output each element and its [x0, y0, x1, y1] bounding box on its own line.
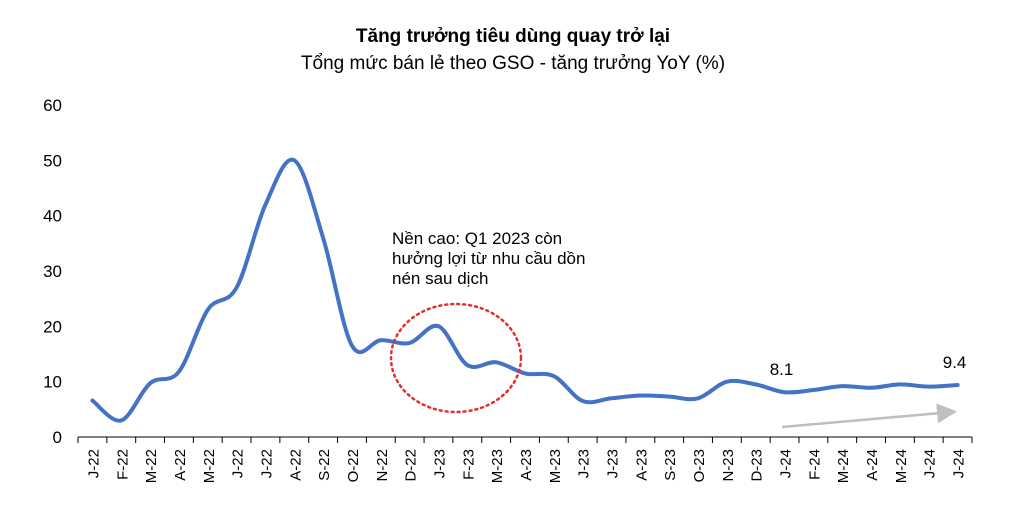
x-tick-label: F-22: [114, 449, 131, 480]
x-tick-label: A-23: [518, 449, 535, 481]
series-line: [90, 157, 960, 423]
x-tick-label: A-22: [172, 449, 189, 481]
y-tick-label: 60: [43, 96, 62, 115]
x-tick-label: A-23: [633, 449, 650, 481]
x-tick-label: S-23: [662, 449, 679, 481]
x-tick-label: O-22: [345, 449, 362, 482]
x-tick-label: M-22: [143, 449, 160, 483]
x-tick-label: A-22: [287, 449, 304, 481]
x-tick-label: J-24: [778, 449, 795, 478]
x-tick-label: J-22: [258, 449, 275, 478]
x-tick-label: D-22: [403, 449, 420, 482]
y-tick-label: 20: [43, 317, 62, 336]
highlight-layer: [389, 302, 957, 429]
highlight-circle: [389, 302, 523, 414]
x-tick-label: J-23: [605, 449, 622, 478]
annotation-text: Nền cao: Q1 2023 còn: [392, 229, 562, 248]
x-tick-label: S-22: [316, 449, 333, 481]
x-tick-label: O-23: [691, 449, 708, 482]
y-axis: 0 10 20 30 40 50 60: [43, 96, 62, 447]
y-tick-label: 40: [43, 207, 62, 226]
annotation-text: hưởng lợi từ nhu cầu dồn: [392, 249, 585, 268]
label-layer: 8.1 9.4: [770, 353, 967, 379]
y-tick-label: 0: [53, 428, 62, 447]
x-tick-label: M-24: [835, 449, 852, 483]
data-label: 8.1: [770, 360, 794, 379]
x-tick-label: J-23: [576, 449, 593, 478]
annotation-text: nén sau dịch: [392, 269, 488, 288]
x-tick-label: D-23: [749, 449, 766, 482]
x-tick-label: M-23: [489, 449, 506, 483]
chart-title: Tăng trưởng tiêu dùng quay trở lại: [355, 26, 671, 47]
x-tick-label: J-22: [85, 449, 102, 478]
x-tick-label: J-23: [431, 449, 448, 478]
x-tick-label: M-22: [201, 449, 218, 483]
x-tick-label: F-23: [460, 449, 477, 480]
x-tick-label: A-24: [864, 449, 881, 481]
x-tick-label: M-24: [893, 449, 910, 483]
series-layer: [90, 157, 960, 423]
y-tick-label: 50: [43, 151, 62, 170]
x-tick-label: F-24: [806, 449, 823, 480]
x-tick-label: J-22: [230, 449, 247, 478]
trend-arrow: [781, 403, 957, 429]
x-tick-label: M-23: [547, 449, 564, 483]
data-label: 9.4: [943, 353, 967, 372]
x-tick-label: N-23: [720, 449, 737, 482]
y-tick-label: 10: [43, 373, 62, 392]
x-axis: J-22 F-22 M-22 A-22 M-22 J-22 J-22 A-22 S-22 O-22…: [77, 436, 973, 483]
chart-subtitle: Tổng mức bán lẻ theo GSO - tăng trưởng Y…: [300, 53, 726, 74]
x-tick-label: J-24: [922, 449, 939, 478]
y-tick-label: 30: [43, 262, 62, 281]
x-tick-label: N-22: [374, 449, 391, 482]
x-tick-label: J-24: [951, 449, 968, 478]
